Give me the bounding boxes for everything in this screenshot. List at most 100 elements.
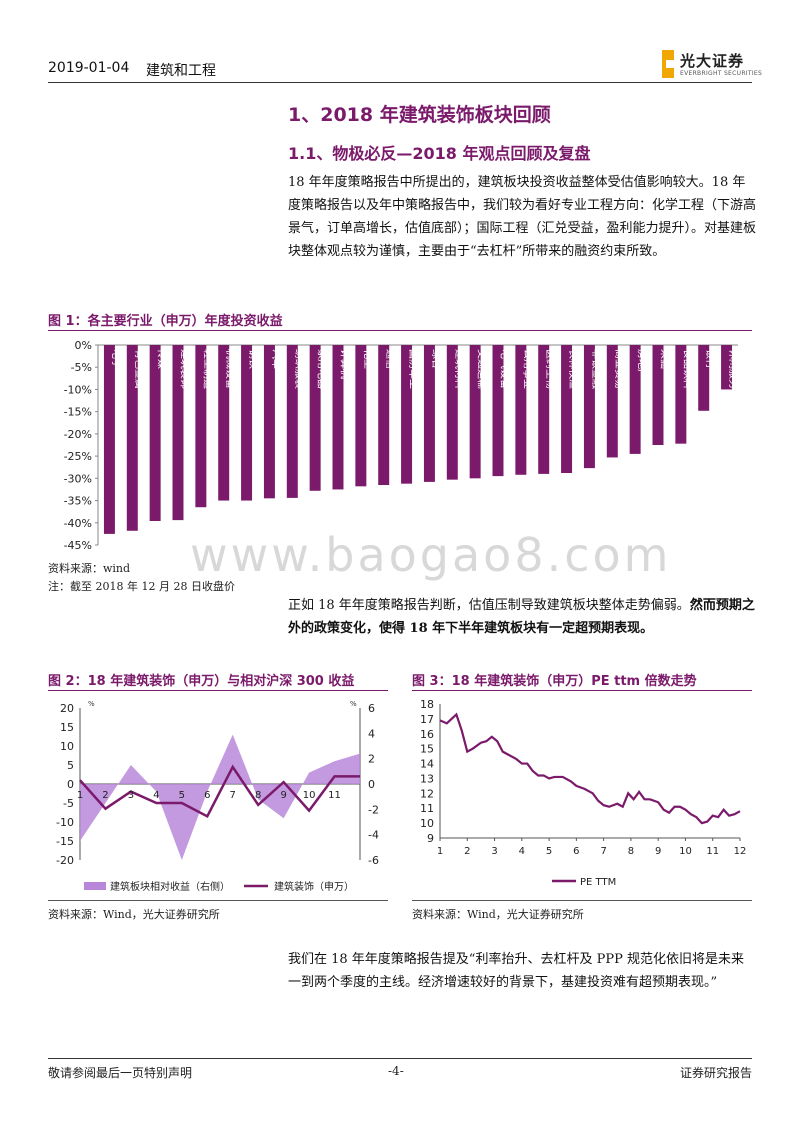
header-sector: 建筑和工程 — [146, 63, 216, 79]
category-label: 交通运输 — [476, 349, 489, 389]
category-label: 轻工制造 — [201, 349, 214, 389]
figure-1-title: 图 1：各主要行业（申万）年度投资收益 — [48, 314, 283, 329]
y-tick-label: -10% — [64, 383, 92, 396]
category-label: 化工 — [361, 349, 374, 369]
bar — [583, 345, 595, 469]
bar — [401, 345, 413, 484]
right-y-tick-label: 4 — [368, 727, 375, 740]
subsection-heading: 1.1、物极必反—2018 年观点回顾及复盘 — [288, 144, 591, 163]
left-y-tick-label: -15 — [56, 835, 74, 848]
bar — [675, 345, 687, 444]
figure-1-bar-chart: 0% -5% -10% -15% -20% -25% -30% -35% -40% -45% 电子有… — [64, 339, 740, 552]
legend-swatch-area — [84, 882, 106, 890]
paragraph-2-bold: 然而预期之外的政策变化，使得 18 年下半年建筑板块有一定超预期表现。 — [288, 598, 755, 636]
logo-mark-notch — [666, 60, 674, 68]
left-y-tick-label: 15 — [60, 721, 74, 734]
bar — [355, 345, 367, 487]
category-label: 农林牧渔 — [567, 349, 580, 389]
y-tick-label: -45% — [64, 539, 92, 552]
header-divider — [48, 82, 752, 83]
x-tick-label: 2 — [464, 846, 470, 857]
category-label: 非银金融 — [590, 349, 603, 389]
category-label: 机械设备 — [224, 349, 237, 389]
y-tick-label: -30% — [64, 472, 92, 485]
left-y-tick-label: -20 — [56, 854, 74, 867]
y-tick-label: 10 — [420, 817, 434, 830]
category-label: 休闲服务 — [727, 349, 740, 389]
left-y-tick-label: 0 — [67, 778, 74, 791]
x-tick-label: 11 — [706, 846, 719, 857]
left-y-tick-label: -5 — [63, 797, 74, 810]
logo-name-cn: 光大证券 — [680, 52, 745, 70]
left-y-tick-label: -10 — [56, 816, 74, 829]
right-y-tick-label: 0 — [368, 778, 375, 791]
legend-label-pe: PE TTM — [580, 877, 616, 888]
legend-label-area: 建筑板块相对收益（右侧） — [110, 880, 230, 893]
bar — [195, 345, 207, 508]
category-label: 房地产 — [636, 349, 649, 379]
bar — [378, 345, 390, 485]
category-label: 纺织服装 — [293, 349, 306, 389]
x-tick-label: 12 — [734, 846, 747, 857]
bar — [721, 345, 733, 390]
watermark: www.baogao8.com — [190, 528, 672, 582]
category-label: 汽车 — [270, 349, 283, 369]
bar — [286, 345, 298, 498]
bar — [446, 345, 458, 480]
y-tick-label: -20% — [64, 428, 92, 441]
footer-page-number: -4- — [388, 1064, 404, 1078]
x-tick-label: 6 — [204, 790, 210, 801]
left-unit-label: % — [88, 700, 95, 708]
x-tick-label: 3 — [128, 790, 134, 801]
bar — [263, 345, 275, 499]
bar — [492, 345, 504, 477]
category-label: 医药生物 — [544, 349, 557, 389]
category-label: 采掘 — [659, 349, 672, 369]
left-y-tick-label: 10 — [60, 740, 74, 753]
x-tick-label: 10 — [303, 790, 316, 801]
bar — [103, 345, 115, 534]
footer-disclaimer: 敬请参阅最后一页特别声明 — [48, 1066, 193, 1080]
line-series-pe-ttm — [439, 712, 741, 825]
y-tick-label: 14 — [420, 758, 434, 771]
category-label: 钢铁 — [247, 349, 260, 369]
bar — [652, 345, 664, 445]
category-label: 传媒 — [156, 349, 168, 369]
y-tick-label: 9 — [427, 832, 434, 845]
category-label: 家用电器 — [316, 349, 329, 389]
figure-3-bottom-rule — [412, 900, 752, 901]
paragraph-1: 18 年年度策略报告中所提出的，建筑板块投资收益整体受估值影响较大。18 年度策… — [288, 175, 757, 259]
bar — [126, 345, 138, 531]
paragraph-2: 正如 18 年年度策略报告判断，估值压制导致建筑板块整体走势偏弱。然而预期之外的… — [288, 594, 756, 640]
category-label: 综合 — [430, 349, 443, 369]
x-tick-label: 1 — [437, 846, 443, 857]
x-tick-label: 4 — [519, 846, 525, 857]
figure-1-title-rule — [48, 330, 752, 331]
y-tick-label: -5% — [71, 361, 92, 374]
figure-2-source: 资料来源：Wind，光大证券研究所 — [48, 908, 220, 921]
y-tick-label: -15% — [64, 406, 92, 419]
header-date: 2019-01-04 — [48, 60, 130, 76]
x-tick-label: 11 — [328, 790, 341, 801]
right-y-tick-label: 6 — [368, 702, 375, 715]
x-tick-label: 5 — [179, 790, 185, 801]
figure-2-bottom-rule — [48, 900, 388, 901]
x-tick-label: 4 — [153, 790, 159, 801]
figure-2-title: 图 2：18 年建筑装饰（申万）与相对沪深 300 收益 — [48, 674, 355, 689]
left-y-tick-label: 5 — [67, 759, 74, 772]
y-tick-label: -35% — [64, 495, 92, 508]
category-label: 电子 — [110, 349, 123, 369]
section-heading: 1、2018 年建筑装饰板块回顾 — [288, 104, 551, 126]
figure-3-source: 资料来源：Wind，光大证券研究所 — [412, 908, 584, 921]
bar — [515, 345, 527, 475]
bar — [309, 345, 321, 491]
bar — [241, 345, 253, 501]
bar — [149, 345, 161, 521]
figure-3-title-rule — [412, 690, 752, 691]
y-tick-label: -25% — [64, 450, 92, 463]
y-tick-label: 0% — [75, 339, 92, 352]
y-tick-label: 18 — [420, 698, 434, 711]
category-label: 通信 — [384, 349, 396, 369]
category-label: 建筑材料 — [453, 349, 466, 389]
